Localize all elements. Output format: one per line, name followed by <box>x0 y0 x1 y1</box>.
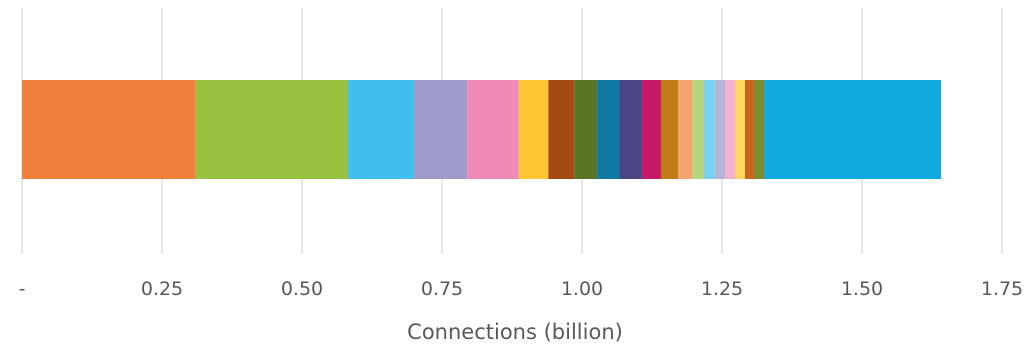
bar-segment-2 <box>195 80 348 179</box>
bar-segment-14 <box>692 80 705 179</box>
x-tick-label: 0.75 <box>421 278 463 300</box>
bar-segment-10 <box>619 80 642 179</box>
bar-segment-16 <box>714 80 726 179</box>
x-tick-label: 0.25 <box>141 278 183 300</box>
bar-segment-5 <box>467 80 519 179</box>
x-axis-title: Connections (billion) <box>407 320 623 344</box>
bar-segment-21 <box>764 80 941 179</box>
bar-segment-3 <box>347 80 414 179</box>
stacked-bar <box>22 80 941 179</box>
x-tick-label: 1.25 <box>701 278 743 300</box>
bar-segment-19 <box>744 80 754 179</box>
bar-segment-18 <box>735 80 745 179</box>
bar-segment-9 <box>597 80 620 179</box>
x-tick-label: 1.75 <box>981 278 1023 300</box>
bar-segment-13 <box>678 80 693 179</box>
bar-segment-8 <box>574 80 598 179</box>
bar-segment-20 <box>753 80 764 179</box>
x-axis-tick-labels: - 0.25 0.50 0.75 1.00 1.25 1.50 1.75 <box>19 278 1024 300</box>
bar-segment-17 <box>725 80 736 179</box>
bar-segment-4 <box>414 80 468 179</box>
x-tick-label: 1.00 <box>561 278 603 300</box>
bar-segment-7 <box>548 80 575 179</box>
x-tick-label: 0.50 <box>281 278 323 300</box>
bar-segment-12 <box>660 80 679 179</box>
bar-segment-1 <box>22 80 196 179</box>
bar-segment-15 <box>704 80 715 179</box>
bar-segment-6 <box>518 80 549 179</box>
x-tick-label: - <box>19 278 26 300</box>
x-tick-label: 1.50 <box>841 278 883 300</box>
bar-segment-11 <box>641 80 661 179</box>
